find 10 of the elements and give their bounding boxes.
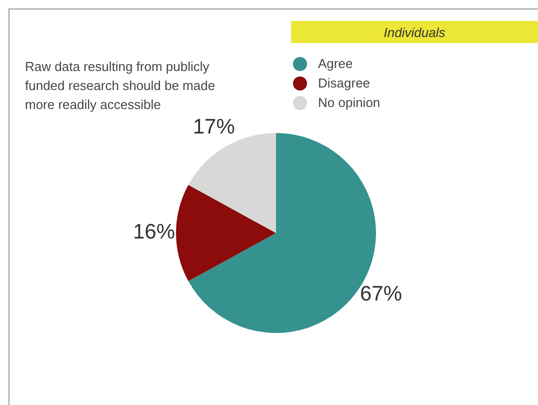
legend-label: Disagree: [318, 76, 370, 90]
text: Raw data resulting from publicly funded research should be made more readily accessible: [25, 59, 216, 112]
pie-slice: [188, 133, 276, 233]
data-label: 16%: [132, 220, 176, 244]
legend-label: Agree: [318, 56, 353, 71]
legend-label: No opinion: [318, 95, 380, 110]
data-label: 17%: [192, 116, 235, 139]
data-label: 67%: [360, 282, 402, 306]
pie-slice: [176, 184, 276, 282]
chart-subtitle: Individuals: [384, 25, 446, 40]
